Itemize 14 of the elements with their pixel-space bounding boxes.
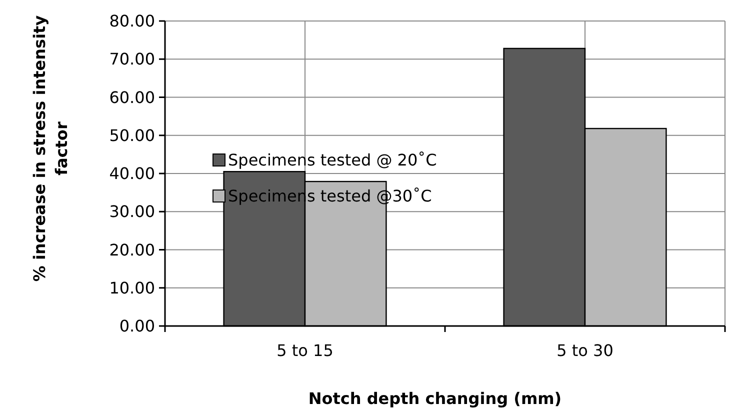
- y-tick-label: 50.00: [109, 126, 155, 145]
- x-tick-label: 5 to 30: [556, 341, 614, 360]
- x-axis-title: Notch depth changing (mm): [308, 389, 562, 408]
- y-tick-label: 30.00: [109, 202, 155, 222]
- legend-label: Specimens tested @ 20˚C: [228, 150, 437, 170]
- y-tick-label: 20.00: [109, 240, 155, 260]
- x-tick-label: 5 to 15: [276, 341, 334, 360]
- y-tick-label: 0.00: [119, 316, 155, 336]
- y-tick-label: 70.00: [109, 50, 155, 69]
- y-tick-label: 80.00: [109, 12, 155, 31]
- y-axis-title: % increase in stress intensity factor: [30, 14, 71, 282]
- y-tick-label: 60.00: [109, 88, 155, 107]
- y-tick-label: 10.00: [109, 278, 155, 298]
- y-tick-label: 40.00: [109, 164, 155, 184]
